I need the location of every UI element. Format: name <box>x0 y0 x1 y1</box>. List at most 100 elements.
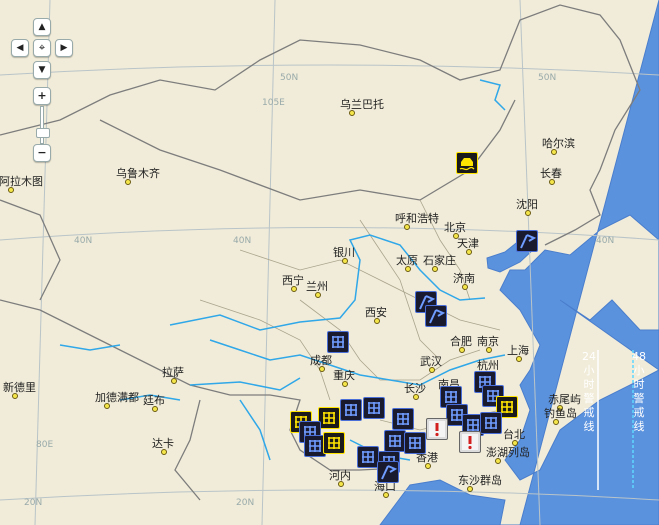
city-dot <box>462 284 468 290</box>
snow-icon[interactable] <box>304 435 326 457</box>
warning-char: 线 <box>633 420 645 433</box>
snow-icon[interactable] <box>404 432 426 454</box>
snow-icon[interactable] <box>323 432 345 454</box>
warning-char: 戒 <box>633 406 645 419</box>
city-dot <box>405 266 411 272</box>
city-label: 廷布 <box>143 394 165 407</box>
city-label: 济南 <box>453 272 475 285</box>
city-dot <box>315 292 321 298</box>
city-label: 南京 <box>477 335 499 348</box>
snow-icon[interactable] <box>440 386 462 408</box>
city-label: 台北 <box>503 428 525 441</box>
sea-area <box>379 0 659 525</box>
snow-icon[interactable] <box>340 399 362 421</box>
warning-char: 警 <box>633 392 645 405</box>
grid-label: 105E <box>262 98 285 108</box>
warning-char: 小 <box>583 364 595 377</box>
city-dot <box>104 403 110 409</box>
warning-char: 时 <box>633 378 645 391</box>
warning-char: 警 <box>583 392 595 405</box>
city-label: 沈阳 <box>516 198 538 211</box>
zoom-slider-track[interactable] <box>40 106 44 144</box>
warning-line-24h-stroke <box>597 350 599 490</box>
city-label: 重庆 <box>333 369 355 382</box>
grid-label: 40N <box>596 236 615 246</box>
city-dot <box>171 378 177 384</box>
city-label: 石家庄 <box>423 254 456 267</box>
city-label: 海口 <box>374 480 396 493</box>
city-dot <box>161 449 167 455</box>
city-label: 乌兰巴托 <box>340 98 384 111</box>
city-label: 合肥 <box>450 335 472 348</box>
grid-label: 40N <box>233 236 252 246</box>
city-label: 杭州 <box>477 359 499 372</box>
snow-icon[interactable] <box>480 412 502 434</box>
city-dot <box>374 318 380 324</box>
city-label: 河内 <box>329 469 351 482</box>
city-dot <box>8 187 14 193</box>
grid-label: 20N <box>24 498 43 508</box>
city-dot <box>429 367 435 373</box>
zoom-out-button[interactable]: − <box>33 144 51 162</box>
city-dot <box>404 224 410 230</box>
city-dot <box>466 249 472 255</box>
city-label: 阿拉木图 <box>0 175 43 188</box>
pan-left-button[interactable]: ◀ <box>11 39 29 57</box>
alert-icon[interactable] <box>459 431 481 453</box>
city-label: 新德里 <box>3 381 36 394</box>
city-label: 北京 <box>444 221 466 234</box>
zoom-slider-handle[interactable] <box>36 128 50 138</box>
city-label: 呼和浩特 <box>395 212 439 225</box>
city-dot <box>291 286 297 292</box>
flag-icon[interactable] <box>377 461 399 483</box>
car-skid-icon[interactable] <box>456 152 478 174</box>
city-label: 钓鱼岛 <box>544 407 577 420</box>
grid-label: 20N <box>236 498 255 508</box>
city-dot <box>383 492 389 498</box>
city-dot <box>516 356 522 362</box>
snow-icon[interactable] <box>357 446 379 468</box>
city-label: 太原 <box>396 254 418 267</box>
city-label: 长沙 <box>404 382 426 395</box>
city-dot <box>557 405 563 411</box>
pan-right-button[interactable]: ▶ <box>55 39 73 57</box>
city-label: 西宁 <box>282 274 304 287</box>
snow-icon[interactable] <box>392 408 414 430</box>
warning-char: 线 <box>583 420 595 433</box>
city-dot <box>338 481 344 487</box>
city-dot <box>512 440 518 446</box>
flag-icon[interactable] <box>425 305 447 327</box>
city-label: 赤尾屿 <box>548 393 581 406</box>
city-label: 拉萨 <box>162 366 184 379</box>
snow-icon[interactable] <box>327 331 349 353</box>
flag-icon[interactable] <box>516 230 538 252</box>
alert-icon[interactable] <box>426 418 448 440</box>
grid-label: 40N <box>74 236 93 246</box>
city-dot <box>553 419 559 425</box>
city-dot <box>453 233 459 239</box>
city-dot <box>459 347 465 353</box>
city-label: 达卡 <box>152 437 174 450</box>
snow-icon[interactable] <box>363 397 385 419</box>
pan-down-button[interactable]: ▼ <box>33 61 51 79</box>
center-button[interactable]: ⌖ <box>33 39 51 57</box>
snow-icon[interactable] <box>318 407 340 429</box>
warning-char: 戒 <box>583 406 595 419</box>
warning-line-48h-stroke <box>632 350 634 490</box>
city-label: 成都 <box>310 354 332 367</box>
city-label: 上海 <box>507 344 529 357</box>
city-dot <box>551 149 557 155</box>
snow-icon[interactable] <box>384 430 406 452</box>
city-label: 武汉 <box>420 355 442 368</box>
warning-char: 时 <box>583 378 595 391</box>
city-label: 哈尔滨 <box>542 137 575 150</box>
city-label: 西安 <box>365 306 387 319</box>
city-dot <box>486 347 492 353</box>
borders <box>0 4 641 501</box>
pan-up-button[interactable]: ▲ <box>33 18 51 36</box>
zoom-in-button[interactable]: + <box>33 87 51 105</box>
city-dot <box>12 393 18 399</box>
city-dot <box>425 463 431 469</box>
